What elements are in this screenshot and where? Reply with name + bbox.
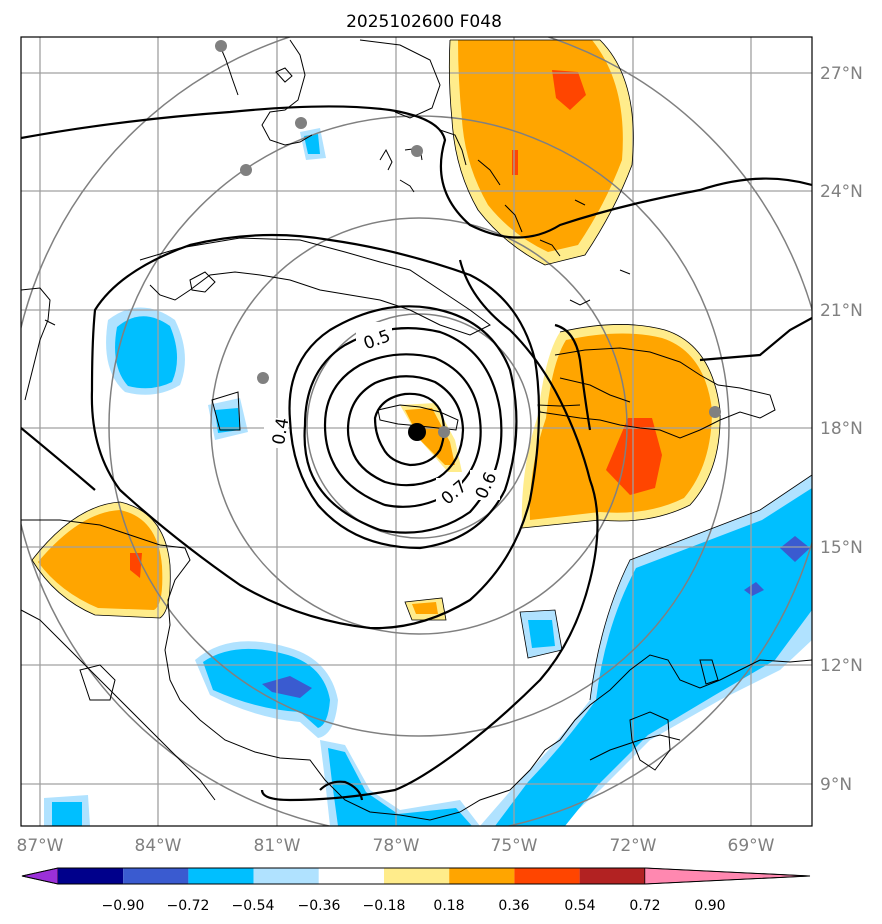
colorbar-tick-label: 0.72 (629, 898, 660, 914)
colorbar-labels: −0.90 −0.72 −0.54 −0.36 −0.18 0.18 0.36 … (102, 898, 726, 914)
coast-south-america (459, 654, 812, 813)
contour-06 (303, 327, 503, 534)
colorbar-tick-label: 0.90 (694, 898, 725, 914)
colorbar-segment (384, 868, 450, 884)
colorbar-extend-low (21, 867, 59, 885)
map-area (21, 37, 812, 826)
contour-08 (346, 375, 465, 487)
colorbar-segment (318, 868, 384, 884)
lon-tick-label: 69°W (728, 836, 775, 856)
stations (215, 40, 721, 438)
contour-07 (323, 353, 482, 508)
coast-jamaica (377, 404, 459, 431)
colorbar-segment (188, 868, 254, 884)
lat-tick-label: 15°N (820, 538, 863, 558)
lon-tick-label: 72°W (610, 836, 657, 856)
contour-east (260, 259, 599, 802)
coast-central-america (21, 519, 461, 821)
colorbar-segment (253, 868, 319, 884)
lon-tick-label: 75°W (491, 836, 538, 856)
colorbar-tick-label: −0.18 (363, 898, 406, 914)
lon-tick-label: 87°W (17, 836, 64, 856)
contour-label-04: 0.4 (269, 416, 293, 446)
negative-anomaly-fills (44, 128, 812, 826)
map-frame (20, 36, 813, 827)
colorbar-outline (21, 867, 811, 885)
lon-tick-label: 81°W (254, 836, 301, 856)
lat-tick-label: 27°N (820, 64, 863, 84)
contour-labels: 0.5 0.4 0.6 0.7 (264, 322, 501, 509)
graticule (21, 37, 812, 826)
coast-yucatan (21, 287, 51, 401)
colorbar-tick-label: −0.54 (232, 898, 275, 914)
coast-bahamas-1 (359, 39, 441, 119)
colorbar-segment (123, 868, 189, 884)
lon-tick-label: 84°W (135, 836, 182, 856)
contour-outer (21, 105, 812, 239)
lat-tick-label: 24°N (820, 182, 863, 202)
contour-lines (21, 105, 812, 802)
colorbar-tick-label: −0.36 (298, 898, 341, 914)
colorbar-tick-label: −0.90 (102, 898, 145, 914)
storm-center-marker (408, 423, 426, 441)
colorbar (21, 867, 811, 885)
lat-tick-label: 12°N (820, 656, 863, 676)
colorbar-tick-label: 0.54 (564, 898, 595, 914)
colorbar-extend-high (644, 867, 811, 885)
contour-04 (90, 233, 541, 630)
positive-anomaly-fills (32, 40, 721, 620)
coastlines (21, 39, 812, 821)
colorbar-tick-label: 0.36 (498, 898, 529, 914)
longitude-axis: 87°W 84°W 81°W 78°W 75°W 72°W 69°W (17, 836, 775, 856)
map-title: 2025102600 F048 (346, 12, 502, 32)
lat-tick-label: 18°N (820, 419, 863, 439)
coast-us-southeast (261, 39, 313, 146)
latitude-axis: 27°N 24°N 21°N 18°N 15°N 12°N 9°N (820, 64, 863, 795)
colorbar-segment (514, 868, 580, 884)
colorbar-tick-label: −0.72 (167, 898, 210, 914)
colorbar-segment (58, 868, 124, 884)
lat-tick-label: 9°N (820, 775, 852, 795)
colorbar-tick-label: 0.18 (433, 898, 464, 914)
contour-09 (373, 392, 446, 467)
colorbar-segment (449, 868, 515, 884)
lon-tick-label: 78°W (373, 836, 420, 856)
lat-tick-label: 21°N (820, 301, 863, 321)
contour-05 (288, 305, 518, 550)
colorbar-segment (579, 868, 645, 884)
coast-cuba (139, 237, 491, 336)
